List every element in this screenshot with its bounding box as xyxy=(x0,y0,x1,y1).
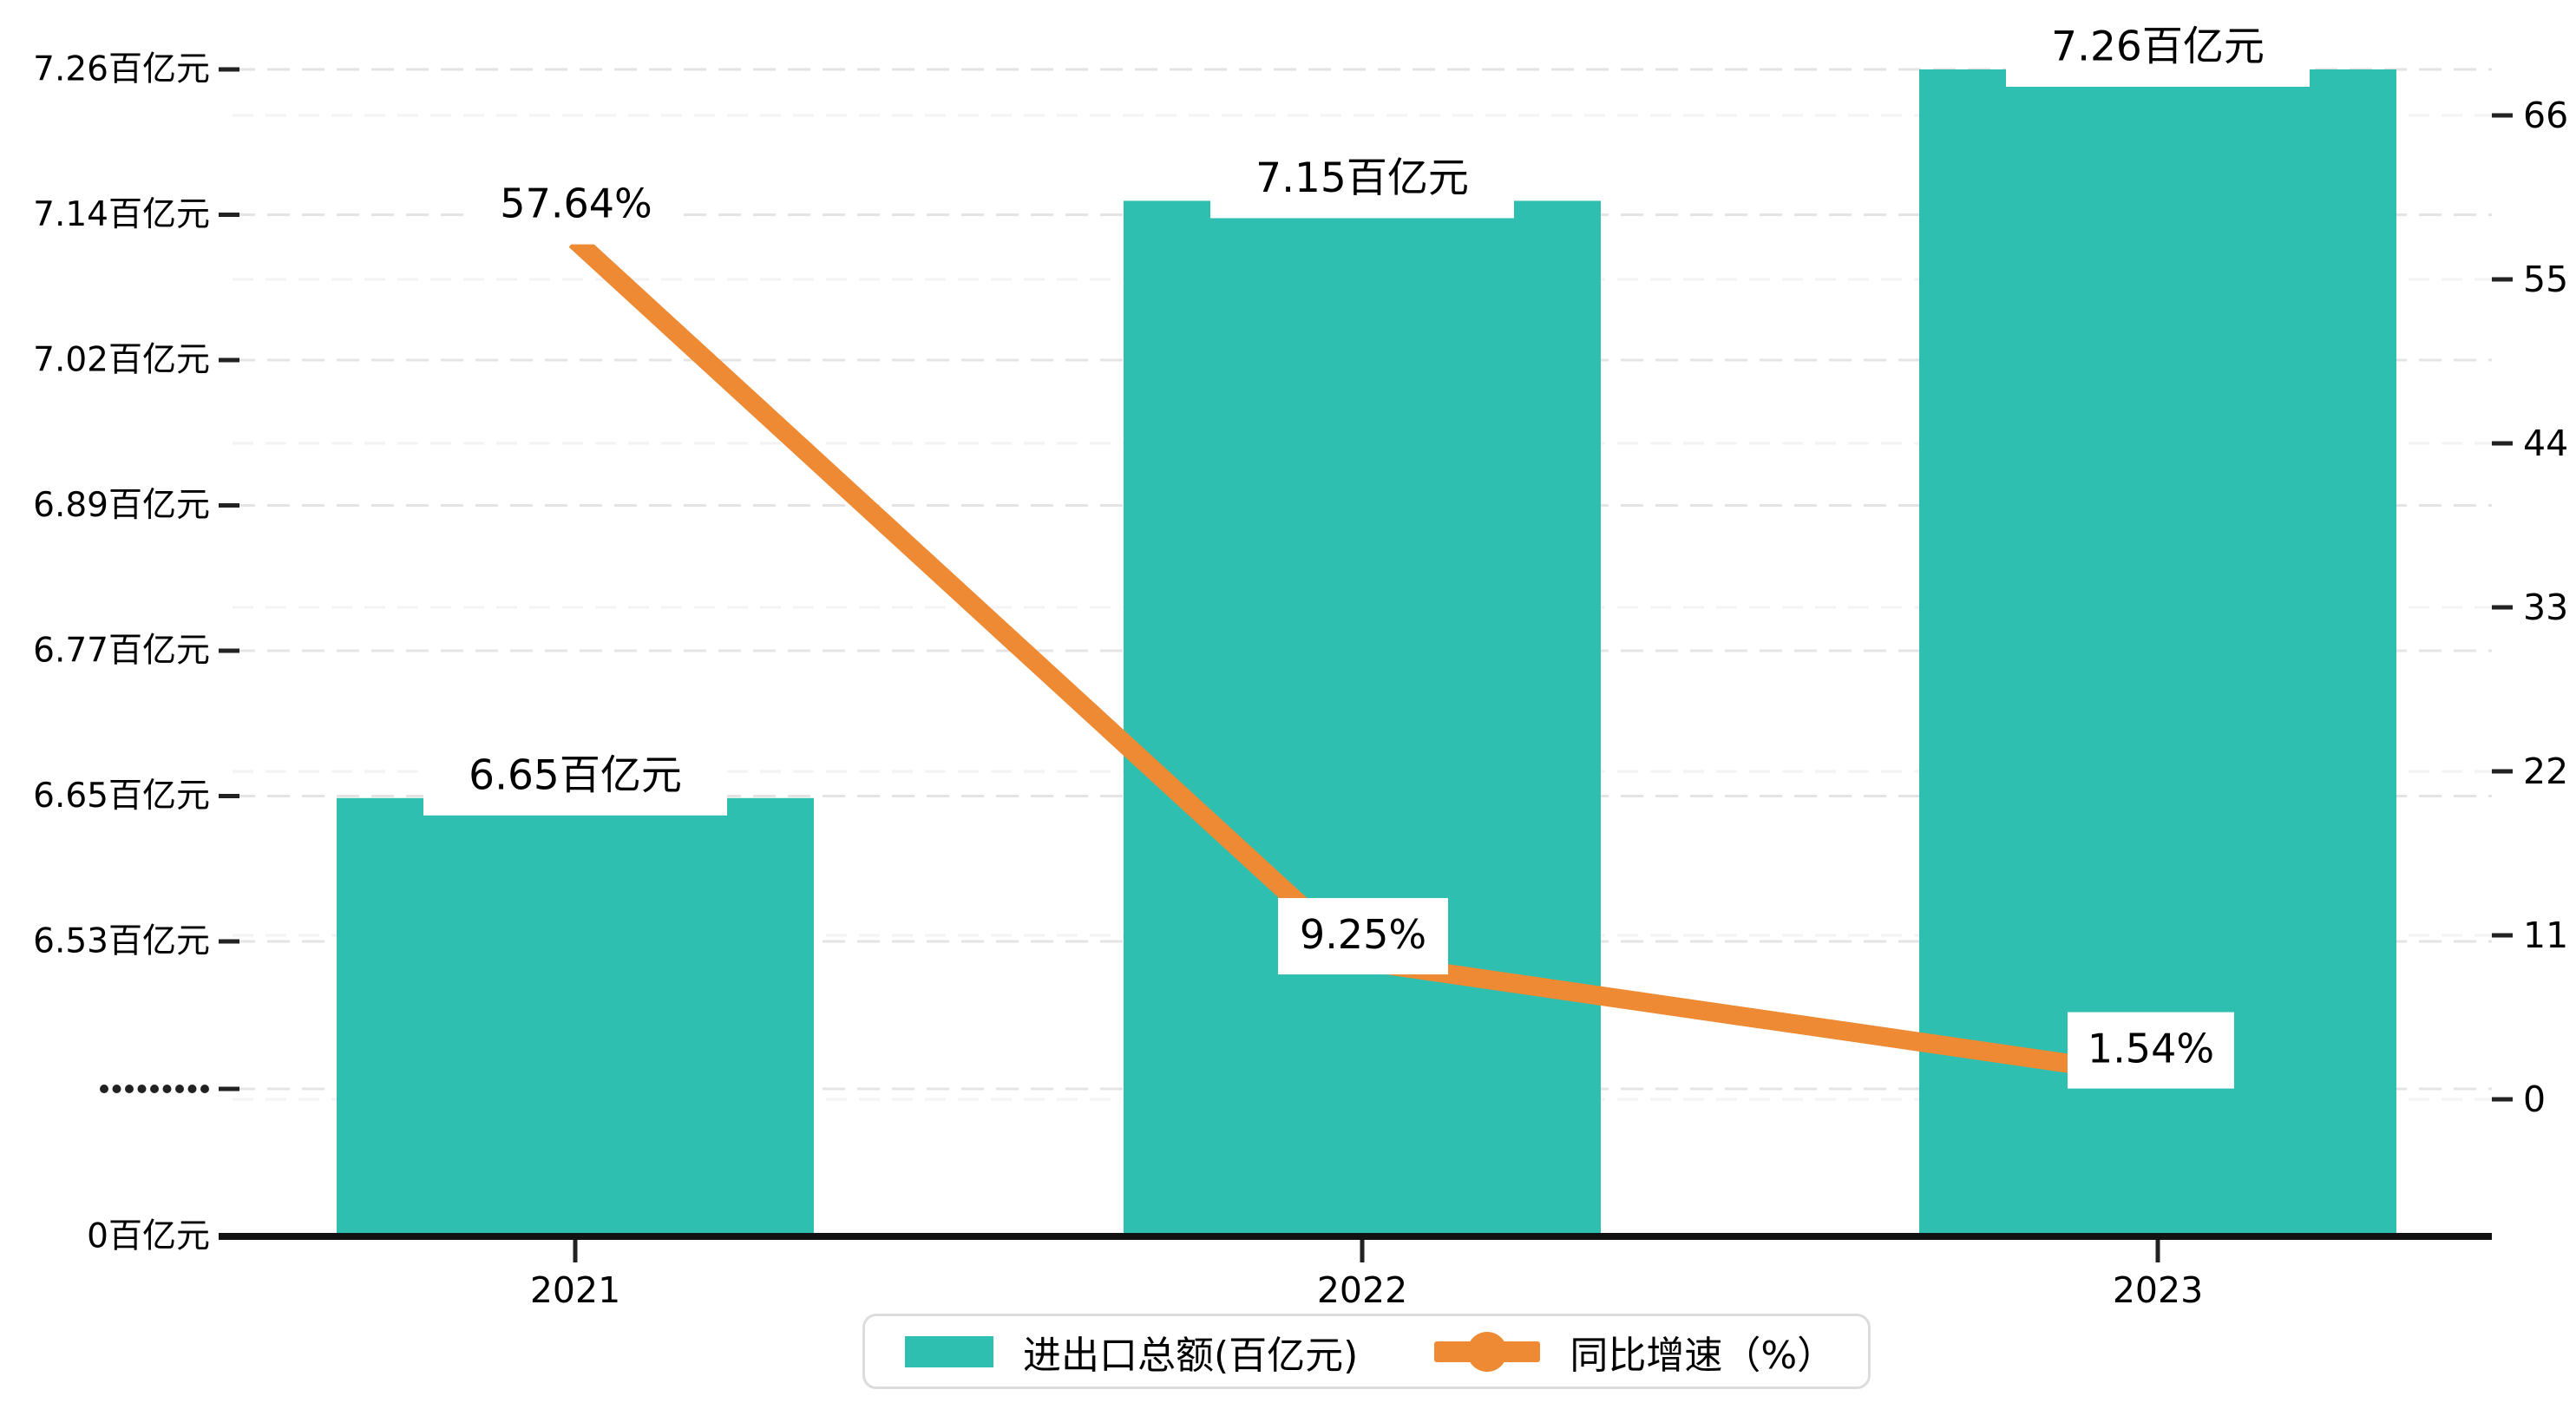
axis-break-dot-4 xyxy=(150,1085,159,1093)
axis-break-dot-8 xyxy=(200,1085,209,1093)
axis-break-dot-2 xyxy=(125,1085,134,1093)
legend-item-bar-series[interactable]: 进出口总额(百亿元) xyxy=(905,1324,1358,1380)
axis-break-dot-7 xyxy=(187,1085,197,1093)
line-value-label-2022: 9.25% xyxy=(1300,911,1426,958)
left-axis-label-0: 7.26百亿元 xyxy=(33,50,210,89)
right-axis-label-33: 33 xyxy=(2523,587,2568,628)
bar-value-label-box-2023 xyxy=(2006,10,2310,87)
line-value-label-2021: 57.64% xyxy=(500,180,652,227)
legend-label-line-series: 同比增速（%） xyxy=(1570,1333,1836,1378)
left-axis-label-3: 6.89百亿元 xyxy=(33,486,210,525)
line-value-label-box-2021 xyxy=(474,166,678,245)
x-axis-line xyxy=(219,1233,2492,1240)
bar-value-label-2021: 6.65百亿元 xyxy=(469,751,682,799)
left-axis-label-2: 7.02百亿元 xyxy=(33,341,210,380)
left-axis-label-4: 6.77百亿元 xyxy=(33,632,210,671)
right-axis-label-55: 55 xyxy=(2523,259,2568,300)
bar-value-label-box-2022 xyxy=(1210,141,1514,219)
x-axis-label-2022: 2022 xyxy=(1317,1269,1407,1311)
line-value-label-box-2023 xyxy=(2068,1012,2234,1089)
right-axis-label-44: 44 xyxy=(2523,423,2568,464)
right-axis-label-0: 0 xyxy=(2523,1078,2546,1120)
line-series-marker-dot xyxy=(1467,1331,1508,1372)
line-value-label-box-2022 xyxy=(1278,898,1448,975)
left-axis-label-1: 7.14百亿元 xyxy=(33,195,210,234)
bar-value-label-2023: 7.26百亿元 xyxy=(2051,23,2265,71)
legend-item-line-series[interactable]: 同比增速（%） xyxy=(1434,1324,1835,1380)
axis-break-dot-5 xyxy=(162,1085,172,1093)
left-axis-label-6: 6.53百亿元 xyxy=(33,922,210,961)
axis-break-dot-3 xyxy=(137,1085,147,1093)
right-axis-label-22: 22 xyxy=(2523,751,2568,792)
left-axis-label-5: 6.65百亿元 xyxy=(33,777,210,816)
legend-label-bar-series: 进出口总额(百亿元) xyxy=(1023,1333,1359,1378)
axis-break-dot-1 xyxy=(112,1085,121,1093)
legend: 进出口总额(百亿元) 同比增速（%） xyxy=(862,1314,1871,1389)
bar-2021 xyxy=(337,797,814,1236)
bar-value-label-2022: 7.15百亿元 xyxy=(1255,154,1469,202)
axis-break-dot-6 xyxy=(175,1085,184,1093)
right-axis-label-11: 11 xyxy=(2523,914,2568,956)
bar-series-swatch xyxy=(905,1335,993,1367)
axis-break-dot-0 xyxy=(100,1085,108,1093)
bar-2022 xyxy=(1124,200,1601,1236)
x-axis-label-2021: 2021 xyxy=(530,1269,620,1311)
right-axis-label-66: 66 xyxy=(2523,95,2568,136)
line-series-marker xyxy=(1434,1331,1541,1372)
bar-value-label-box-2021 xyxy=(423,738,727,816)
line-value-label-2023: 1.54% xyxy=(2088,1026,2214,1072)
x-axis-label-2023: 2023 xyxy=(2113,1269,2203,1311)
left-axis-label-zero: 0百亿元 xyxy=(87,1217,210,1256)
